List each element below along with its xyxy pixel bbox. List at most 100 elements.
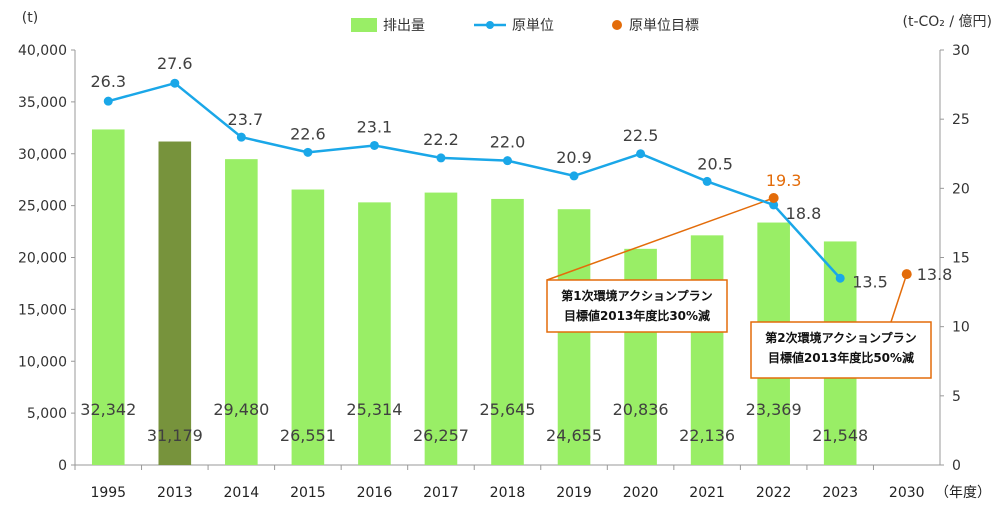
y-left-tick-label: 15,000 (18, 302, 67, 318)
x-tick-label: 2018 (490, 485, 526, 501)
x-tick-label: 2030 (889, 485, 925, 501)
y-right-tick-label: 30 (952, 43, 970, 59)
legend-swatch-bar (351, 18, 377, 32)
x-tick-label: 2017 (423, 485, 459, 501)
y-left-tick-label: 35,000 (18, 95, 67, 111)
line-series-path (107, 81, 842, 280)
line-point (436, 153, 446, 163)
x-ticks: 1995 2013 2014 2015 2016 2017 2018 2019 2020 2021… (74, 465, 925, 501)
x-tick-label: 2021 (689, 485, 725, 501)
line-point (103, 96, 113, 106)
line-point (236, 132, 246, 142)
y-right-tick-label: 5 (952, 389, 961, 405)
line-value-label: 22.2 (423, 130, 459, 149)
legend-swatch-line-marker (486, 21, 494, 29)
bar (158, 141, 192, 465)
line-value-label: 23.7 (228, 110, 264, 129)
bar-value-label: 22,136 (679, 426, 735, 445)
line-value-label: 20.9 (556, 148, 592, 167)
callout-box (546, 279, 728, 333)
target-point (901, 269, 912, 280)
x-tick-label: 2022 (756, 485, 792, 501)
bar-value-label: 25,314 (346, 400, 402, 419)
bar (491, 198, 524, 466)
bar (91, 129, 125, 465)
x-tick-label: 2023 (822, 485, 858, 501)
callout-text: 第1次環境アクションプラン (561, 288, 712, 303)
y-right-tick-label: 15 (952, 251, 970, 267)
line-point (702, 176, 712, 186)
line-value-label: 22.5 (623, 126, 659, 145)
y-left-tick-label: 40,000 (18, 43, 67, 59)
y-right-tick-label: 20 (952, 181, 970, 197)
x-tick-label: 2019 (556, 485, 592, 501)
legend-label-target: 原単位目標 (629, 18, 699, 34)
y-left-tick-label: 0 (58, 458, 67, 474)
line-value-label: 26.3 (90, 72, 126, 91)
callout-text: 目標値2013年度比50%減 (768, 350, 914, 365)
y-left-tick-label: 30,000 (18, 147, 67, 163)
line-value-label: 20.5 (697, 154, 733, 173)
line-point (569, 171, 579, 181)
x-tick-label: 2015 (290, 485, 326, 501)
legend: 排出量 原単位 原単位目標 (351, 18, 699, 34)
x-tick-label: 2013 (157, 485, 193, 501)
x-tick-label: 2020 (623, 485, 659, 501)
y-right-ticks: 0 5 10 15 20 25 30 (940, 43, 970, 474)
bar-value-label: 29,480 (213, 400, 269, 419)
legend-label-bar: 排出量 (383, 18, 425, 34)
bar (225, 159, 258, 465)
y-right-tick-label: 0 (952, 458, 961, 474)
target-value-label: 19.3 (766, 171, 802, 190)
bar-value-label: 23,369 (746, 400, 802, 419)
x-tick-label: 2016 (357, 485, 393, 501)
line-point (369, 140, 379, 150)
y-left-ticks: 0 5,000 10,000 15,000 20,000 25,000 30,000 35,0… (18, 43, 75, 474)
bar (557, 209, 591, 465)
callout-text: 第2次環境アクションプラン (765, 330, 916, 345)
line-value-label: 13.5 (852, 272, 888, 291)
bar-value-label: 32,342 (80, 400, 136, 419)
y-left-tick-label: 25,000 (18, 199, 67, 215)
y-right-axis-label: (t-CO₂ / 億円) (903, 14, 993, 30)
bar (358, 202, 391, 465)
line-value-label: 22.6 (290, 124, 326, 143)
line-point (769, 200, 779, 210)
line-value-label: 23.1 (357, 117, 393, 136)
line-point (835, 273, 845, 283)
y-right-tick-label: 10 (952, 320, 970, 336)
bar (291, 189, 325, 465)
x-tick-label: 2014 (224, 485, 260, 501)
line-point (303, 147, 313, 157)
callout-leader (890, 273, 908, 323)
legend-swatch-target-marker (612, 20, 622, 30)
legend-label-line: 原単位 (512, 18, 554, 34)
y-left-tick-label: 20,000 (18, 251, 67, 267)
callout-text: 目標値2013年度比30%減 (564, 308, 710, 323)
bar-labels-group: 32,342 31,179 29,480 26,551 25,314 26,257 25,6… (80, 400, 868, 445)
callout-box (750, 321, 932, 379)
x-axis-unit-label: （年度） (935, 485, 991, 501)
y-left-tick-label: 10,000 (18, 354, 67, 370)
target-value-label: 13.8 (917, 265, 953, 284)
bar-value-label: 21,548 (812, 426, 868, 445)
bar-value-label: 20,836 (613, 400, 669, 419)
bar (690, 235, 724, 465)
bar-value-label: 26,551 (280, 426, 336, 445)
line-value-label: 27.6 (157, 54, 193, 73)
line-point (503, 156, 512, 166)
line-series-group: 26.3 27.6 23.7 22.6 23.1 22.2 22.0 20.9 22.5 20.5… (90, 54, 887, 291)
bar-value-label: 31,179 (147, 426, 203, 445)
target-series-group: 19.3 13.8 (766, 171, 953, 284)
callouts-group: 第1次環境アクションプラン目標値2013年度比30%減第2次環境アクションプラン… (546, 197, 932, 379)
bar-value-label: 26,257 (413, 426, 469, 445)
y-right-tick-label: 25 (952, 112, 970, 128)
target-point (768, 193, 779, 204)
line-value-label: 18.8 (786, 204, 822, 223)
callout-leader (546, 197, 774, 281)
line-value-label: 22.0 (490, 133, 526, 152)
bar-value-label: 25,645 (480, 400, 536, 419)
line-point (170, 78, 180, 88)
bar-value-label: 24,655 (546, 426, 602, 445)
